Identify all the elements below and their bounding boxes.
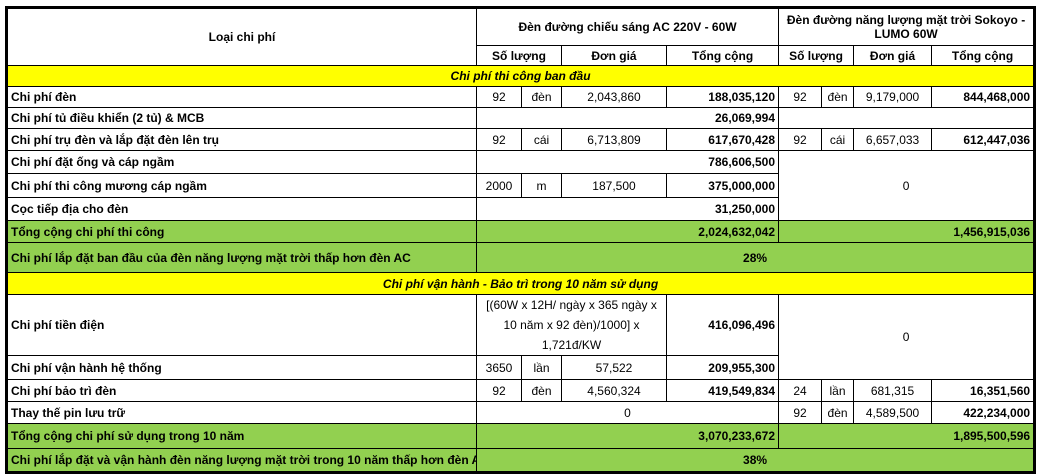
table-row: Chi phí tủ điều khiển (2 tủ) & MCB 26,06… (6, 107, 1036, 129)
cell-empty (778, 107, 1036, 129)
table-row-percent: Chi phí lắp đặt và vận hành đèn năng lượ… (6, 448, 1036, 473)
cell: 3650 (476, 355, 522, 380)
cell: 24 (778, 379, 823, 402)
table-row-percent: Chi phí lắp đặt ban đầu của đèn năng lượ… (6, 242, 1036, 273)
cell: 92 (778, 128, 823, 151)
cell: 3,070,233,672 (475, 423, 780, 449)
table-row: Chi phí vận hành hệ thống 3650 lần 57,52… (6, 355, 1035, 380)
cell: 92 (778, 86, 823, 108)
cell: m (521, 173, 562, 198)
cell: cái (521, 128, 562, 151)
row-label: Tổng cộng chi phí thi công (6, 220, 477, 243)
header-solar-price: Đơn giá (853, 45, 933, 66)
cell: 9,179,000 (853, 86, 933, 108)
cell: lần (521, 355, 562, 380)
table-row: Chi phí tiền điện [(60W x 12H/ ngày x 36… (6, 294, 1036, 380)
header-solar: Đèn đường năng lượng mặt trời Sokoyo - L… (778, 7, 1036, 46)
cell: 57,522 (561, 355, 667, 380)
row-label: Chi phí lắp đặt và vận hành đèn năng lượ… (6, 448, 477, 473)
cell: 612,447,036 (931, 128, 1036, 151)
cell: 0 (778, 294, 1036, 380)
cell: 92 (476, 128, 522, 151)
table-row: Chi phí đặt ống và cáp ngầm 786,606,500 … (6, 150, 1036, 221)
cell: 26,069,994 (475, 107, 780, 129)
cell: 92 (476, 86, 522, 108)
cell: đèn (521, 86, 562, 108)
header-cost-type: Loại chi phí (6, 7, 477, 66)
cell: 422,234,000 (931, 401, 1036, 424)
cell: 786,606,500 (475, 150, 780, 174)
table-row: Thay thế pin lưu trữ 0 92 đèn 4,589,500 … (6, 401, 1036, 424)
cell: 4,589,500 (853, 401, 933, 424)
cell: 617,670,428 (665, 128, 780, 151)
cell: 416,096,496 (665, 294, 780, 356)
row-label: Chi phí đặt ống và cáp ngầm (6, 150, 477, 174)
header-ac-total: Tổng cộng (665, 45, 780, 66)
cell: 681,315 (853, 379, 933, 402)
row-label: Chi phí lắp đặt ban đầu của đèn năng lượ… (6, 242, 477, 273)
row-label: Thay thế pin lưu trữ (6, 401, 477, 424)
cell: 844,468,000 (931, 86, 1036, 108)
cell: 4,560,324 (561, 379, 667, 402)
section-operation: Chi phí vận hành - Bảo trì trong 10 năm … (5, 272, 1036, 295)
cell: 6,657,033 (853, 128, 933, 151)
section-initial: Chi phí thi công ban đầu (5, 65, 1036, 87)
table-row: Chi phí trụ đèn và lắp đặt đèn lên trụ 9… (6, 128, 1036, 151)
table-row-total: Tổng cộng chi phí thi công 2,024,632,042… (6, 220, 1036, 243)
cell: 38% (475, 448, 1036, 473)
cell: 2,024,632,042 (475, 220, 780, 243)
row-label: Cọc tiếp địa cho đèn (6, 197, 477, 221)
cell: đèn (521, 379, 562, 402)
cell: 0 (475, 401, 780, 424)
table-row-total: Tổng cộng chi phí sử dụng trong 10 năm 3… (6, 423, 1036, 449)
cell: đèn (821, 401, 855, 424)
cell: 2,043,860 (561, 86, 667, 108)
cell: cái (821, 128, 855, 151)
header-ac-price: Đơn giá (561, 45, 667, 66)
header-ac-qty: Số lượng (476, 45, 562, 66)
row-label: Chi phí thi công mương cáp ngầm (6, 173, 477, 198)
header-solar-total: Tổng cộng (931, 45, 1036, 66)
cell: 92 (778, 401, 823, 424)
cell: 0 (778, 150, 1036, 221)
formula-cell: [(60W x 12H/ ngày x 365 ngày x 10 năm x … (476, 294, 667, 356)
row-label: Chi phí trụ đèn và lắp đặt đèn lên trụ (6, 128, 477, 151)
header-ac: Đèn đường chiếu sáng AC 220V - 60W (475, 7, 780, 46)
cell: 188,035,120 (665, 86, 780, 108)
cell: 1,895,500,596 (778, 423, 1036, 449)
cell: 375,000,000 (665, 173, 780, 198)
row-label: Chi phí vận hành hệ thống (6, 355, 477, 380)
cell: 1,456,915,036 (778, 220, 1036, 243)
cell: 16,351,560 (931, 379, 1036, 402)
cell: 2000 (476, 173, 522, 198)
row-label: Chi phí đèn (6, 86, 477, 108)
row-label: Chi phí tiền điện (6, 294, 477, 356)
row-label: Tổng cộng chi phí sử dụng trong 10 năm (6, 423, 477, 449)
cell: 187,500 (561, 173, 667, 198)
row-label: Chi phí bảo trì đèn (6, 379, 477, 402)
cell: 28% (475, 242, 1036, 273)
row-label: Chi phí tủ điều khiển (2 tủ) & MCB (6, 107, 477, 129)
cell: lần (821, 379, 855, 402)
cost-comparison-table: Loại chi phí Đèn đường chiếu sáng AC 220… (5, 6, 1037, 474)
cell: 419,549,834 (665, 379, 780, 402)
table-row: Chi phí bảo trì đèn 92 đèn 4,560,324 419… (6, 379, 1036, 402)
table-row: Cọc tiếp địa cho đèn 31,250,000 (6, 197, 1035, 221)
table-row: Chi phí đèn 92 đèn 2,043,860 188,035,120… (6, 86, 1036, 108)
cell: 6,713,809 (561, 128, 667, 151)
cell: 209,955,300 (665, 355, 780, 380)
table-row: Chi phí thi công mương cáp ngầm 2000 m 1… (6, 173, 1035, 198)
cell: 31,250,000 (475, 197, 780, 221)
header-solar-qty: Số lượng (778, 45, 855, 66)
cell: đèn (821, 86, 855, 108)
cell: 92 (476, 379, 522, 402)
